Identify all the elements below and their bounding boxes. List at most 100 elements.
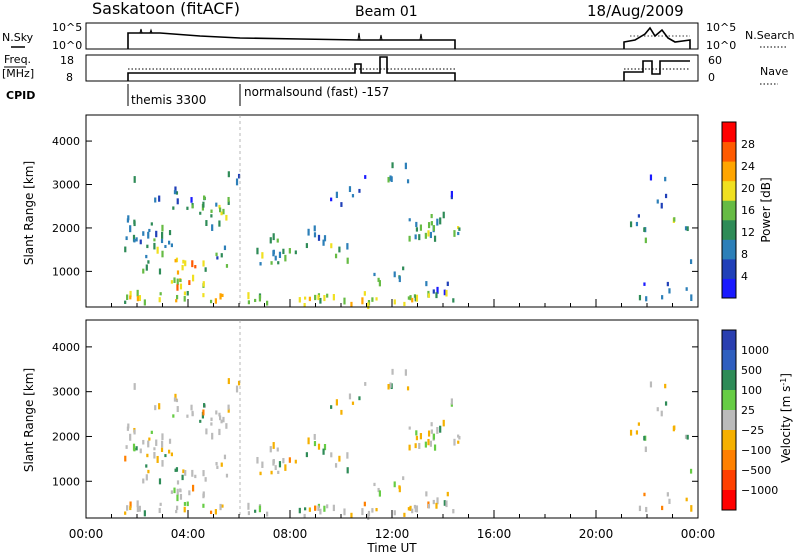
time-axis-title: Time UT [366, 541, 417, 554]
velocity-cell [458, 435, 461, 440]
velocity-cell [181, 474, 184, 481]
velocity-colorbar-swatch [722, 410, 736, 431]
velocity-cell [411, 508, 414, 514]
velocity-cell [133, 447, 136, 452]
velocity-cell [155, 439, 158, 446]
velocity-cell [142, 478, 145, 484]
velocity-cell [645, 506, 648, 513]
velocity-cell [276, 447, 279, 452]
power-cell [685, 287, 688, 291]
power-cell [458, 227, 461, 231]
power-cell [174, 259, 177, 263]
power-cell [210, 209, 213, 213]
velocity-cell [452, 509, 455, 514]
velocity-cell [335, 399, 338, 406]
velocity-cell [284, 464, 287, 471]
y-tick-label: 1000 [52, 265, 80, 278]
velocity-colorbar-tick: 100 [741, 384, 762, 397]
power-cell [418, 234, 421, 241]
power-cell [215, 202, 218, 207]
power-colorbar-swatch [722, 161, 736, 182]
power-cell [432, 289, 435, 294]
power-cell [340, 202, 343, 207]
velocity-cell [218, 415, 222, 421]
velocity-cell [408, 444, 411, 451]
cpid-themis: themis 3300 [131, 93, 206, 107]
power-cell [145, 254, 148, 259]
cpid-normalsound: normalsound (fast) -157 [244, 85, 389, 99]
velocity-cell [436, 427, 439, 434]
power-cell [330, 243, 333, 249]
velocity-cell [175, 509, 178, 514]
power-cell [269, 237, 272, 244]
velocity-cell [199, 419, 202, 423]
velocity-cell [457, 434, 460, 438]
velocity-cell [150, 430, 153, 434]
velocity-cell [191, 469, 194, 477]
power-cell [432, 225, 436, 232]
power-cell [346, 257, 349, 264]
power-cell [427, 293, 431, 298]
power-cell [664, 193, 668, 199]
velocity-cell [288, 457, 291, 463]
power-cell [170, 243, 173, 248]
velocity-cell [282, 457, 285, 464]
power-cell [664, 176, 667, 182]
power-cell [221, 293, 224, 298]
power-cell [276, 238, 279, 243]
velocity-cell [346, 467, 349, 474]
power-cell [124, 300, 127, 304]
velocity-cell [269, 446, 272, 453]
power-cell [430, 213, 433, 219]
velocity-colorbar-swatch [722, 390, 736, 411]
velocity-cell [418, 442, 421, 449]
velocity-cell [323, 505, 326, 512]
y-tick-label: 2000 [52, 222, 80, 235]
velocity-cell [194, 474, 197, 479]
power-panel: 1000 2000 3000 4000 Slant Range [km] [22, 114, 699, 310]
velocity-cell [673, 425, 676, 430]
velocity-cell [227, 404, 230, 410]
power-cell [278, 251, 282, 258]
power-cell [261, 252, 264, 259]
power-cell [332, 294, 335, 301]
velocity-cell [367, 513, 370, 520]
nave-tick-high: 60 [708, 54, 722, 67]
velocity-cell [205, 428, 208, 435]
power-cell [415, 227, 419, 232]
velocity-cell [191, 484, 195, 492]
power-colorbar-swatch [722, 141, 736, 162]
velocity-cell [209, 510, 213, 515]
velocity-cell [445, 500, 448, 508]
power-cell [335, 191, 338, 199]
power-cell [170, 280, 173, 284]
velocity-cell [427, 430, 431, 437]
power-cell [317, 294, 320, 301]
velocity-cell [305, 452, 308, 458]
velocity-cell [133, 383, 136, 390]
velocity-cell [124, 455, 127, 462]
velocity-cell [442, 419, 445, 427]
power-cell [258, 294, 262, 302]
power-cell [414, 295, 417, 302]
velocity-colorbar-swatch [722, 370, 736, 391]
power-cell [305, 243, 308, 249]
power-cell [313, 232, 317, 238]
power-cell [323, 295, 326, 302]
velocity-cell [158, 478, 162, 485]
velocity-cell [174, 468, 177, 472]
power-colorbar-tick: 24 [741, 160, 755, 173]
power-y-ticks: 1000 2000 3000 4000 [52, 135, 698, 278]
power-cell [274, 255, 277, 261]
power-cell [153, 238, 156, 242]
power-cell [638, 294, 642, 301]
power-cell [168, 230, 172, 236]
velocity-cell [361, 508, 364, 516]
velocity-colorbar-swatch [722, 470, 736, 491]
power-cell [143, 299, 146, 306]
velocity-cell [664, 401, 668, 406]
velocity-cell [170, 452, 173, 457]
power-cell [259, 262, 262, 266]
velocity-y-ticks: 1000 2000 3000 4000 [52, 341, 698, 488]
velocity-cell [351, 401, 355, 405]
